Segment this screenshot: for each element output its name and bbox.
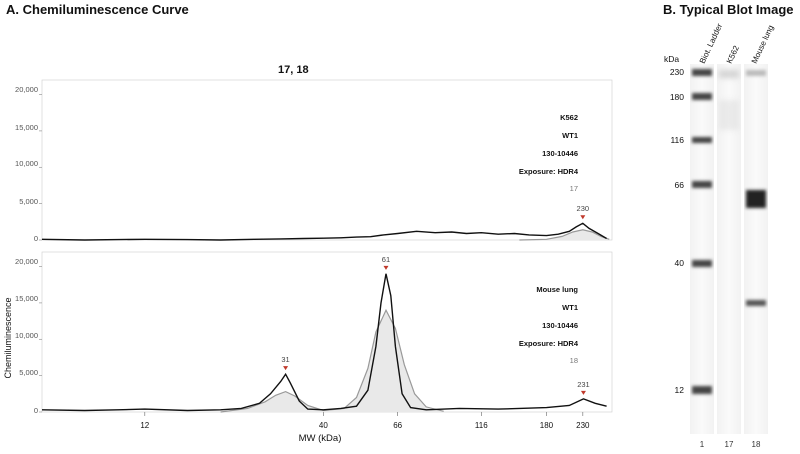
lane-number: 1 [699, 440, 705, 449]
fit-line [519, 229, 610, 241]
x-tick: 40 [318, 421, 328, 430]
y-tick: 15,000 [15, 294, 38, 303]
y-tick: 0 [33, 406, 38, 415]
x-tick: 12 [140, 421, 150, 430]
peak-label: 31 [281, 355, 290, 365]
plot-frame [41, 251, 613, 413]
top-sample-name: K562 [560, 113, 578, 122]
bottom-sample-name: Mouse lung [536, 285, 578, 294]
y-tick: 20,000 [15, 257, 38, 266]
y-tick: 10,000 [15, 159, 38, 168]
x-tick: 116 [474, 421, 488, 430]
kda-header: kDa [664, 54, 680, 64]
bottom-capillary-id: 18 [569, 356, 578, 365]
plot-frame [41, 79, 613, 241]
top-target: WT1 [562, 131, 578, 140]
top-exposure: Exposure: HDR4 [518, 167, 578, 176]
top-antibody: 130-10446 [542, 149, 578, 158]
lane-number: 17 [724, 440, 734, 449]
y-tick: 0 [33, 234, 38, 243]
kda-mark: 116 [670, 135, 684, 145]
y-tick: 15,000 [15, 123, 38, 132]
y-tick: 5,000 [19, 368, 38, 377]
panel-b-title: B. Typical Blot Image [663, 2, 794, 17]
peak-label: 231 [577, 379, 590, 389]
fit-area [519, 229, 610, 240]
measured-line [41, 273, 607, 412]
x-tick: 230 [576, 421, 590, 430]
kda-mark: 12 [674, 385, 684, 395]
kda-mark: 40 [674, 258, 684, 268]
fit-area [220, 310, 444, 412]
bottom-exposure: Exposure: HDR4 [518, 339, 578, 348]
kda-mark: 66 [674, 180, 684, 190]
panel-a-title: A. Chemiluminescence Curve [6, 2, 189, 17]
x-tick: 66 [393, 421, 403, 430]
chart-title: 17, 18 [278, 64, 309, 76]
x-tick: 180 [539, 421, 554, 430]
y-tick: 20,000 [15, 85, 38, 94]
measured-line [41, 222, 607, 241]
y-tick: 5,000 [19, 197, 38, 206]
peak-label: 61 [381, 254, 391, 264]
x-axis-label: MW (kDa) [298, 433, 342, 444]
kda-mark: 180 [669, 92, 684, 102]
lane-number: 18 [751, 440, 761, 449]
kda-mark: 230 [669, 67, 684, 77]
peak-marker [580, 215, 586, 220]
peak-marker [383, 265, 389, 270]
top-capillary-id: 17 [569, 184, 578, 193]
peak-marker [283, 366, 289, 371]
y-tick: 10,000 [15, 331, 38, 340]
peak-marker [580, 390, 586, 395]
fit-line [220, 308, 444, 413]
bottom-target: WT1 [562, 303, 578, 312]
peak-label: 230 [576, 204, 590, 214]
bottom-antibody: 130-10446 [542, 321, 578, 330]
